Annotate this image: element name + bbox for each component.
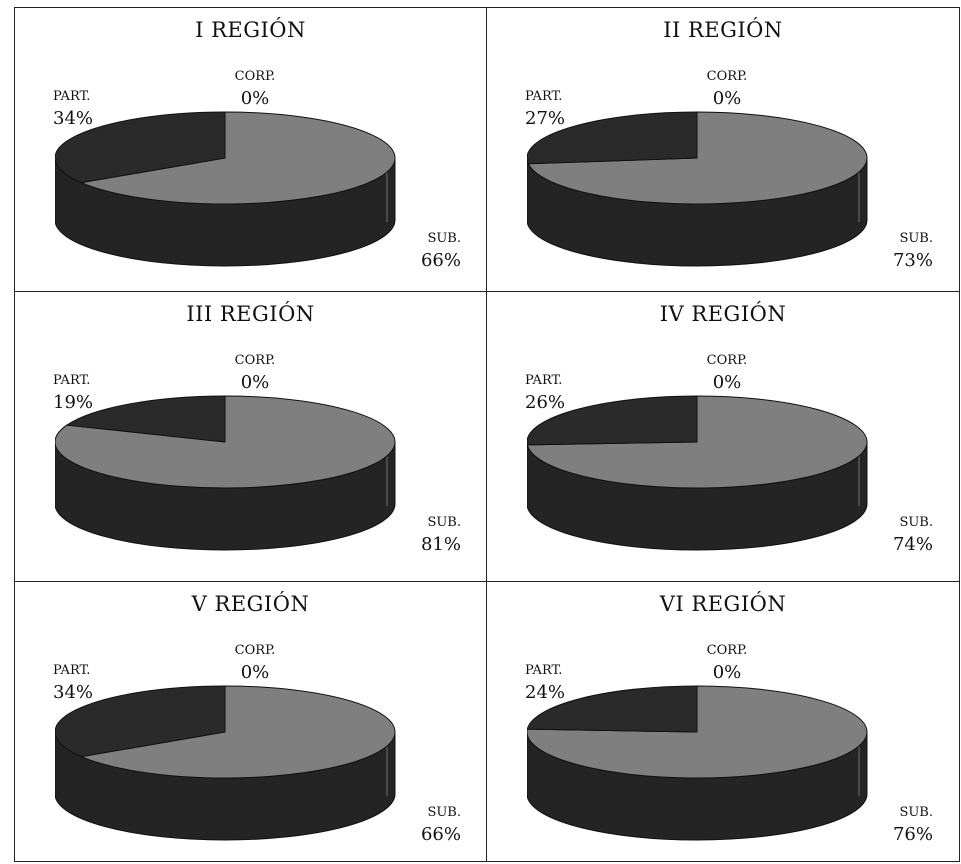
pie-3d: [527, 111, 868, 267]
slice-name: PART.: [525, 89, 563, 104]
slice-value-label: 26%: [525, 392, 566, 413]
slice-name: CORP.: [234, 69, 276, 84]
slice-value-label: 0%: [240, 372, 270, 393]
pie-3d: [527, 395, 868, 551]
pie-slice-part: [65, 395, 226, 443]
slice-name: CORP.: [706, 69, 748, 84]
part-label: PART. 34%: [53, 660, 93, 704]
slice-name: CORP.: [706, 643, 748, 658]
pie-chart-panel: II REGIÓN CORP. 0% SUB. 73% PART. 27%: [487, 8, 960, 292]
pie-slice-part: [527, 395, 698, 446]
slice-value-label: 19%: [53, 392, 94, 413]
pie-slice-part: [527, 685, 698, 733]
part-label: PART. 24%: [525, 660, 565, 704]
sub-label: SUB. 76%: [873, 802, 933, 846]
slice-name: SUB.: [427, 231, 461, 246]
slice-value-label: 0%: [240, 662, 270, 683]
corp-label: CORP. 0%: [225, 640, 285, 684]
chart-title: I REGIÓN: [195, 18, 306, 42]
pie-slice-sub: [55, 395, 396, 489]
slice-value-label: 0%: [712, 372, 742, 393]
sub-label: SUB. 74%: [873, 512, 933, 556]
slice-name: PART.: [525, 663, 563, 678]
slice-name: PART.: [525, 373, 563, 388]
sub-label: SUB. 81%: [401, 512, 461, 556]
corp-label: CORP. 0%: [697, 350, 757, 394]
pie-slice-sub: [527, 685, 868, 779]
slice-value-label: 27%: [525, 108, 566, 129]
corp-label: CORP. 0%: [225, 66, 285, 110]
pie-chart-panel: I REGIÓN CORP. 0% SUB. 66% PART. 34%: [15, 8, 487, 292]
slice-name: CORP.: [706, 353, 748, 368]
pie-3d: [55, 111, 396, 267]
pie-chart-panel: V REGIÓN CORP. 0% SUB. 66% PART. 34%: [15, 582, 487, 862]
slice-name: PART.: [53, 89, 91, 104]
sub-label: SUB. 66%: [401, 802, 461, 846]
slice-value-label: 24%: [525, 682, 566, 703]
slice-value-label: 66%: [420, 250, 461, 271]
part-label: PART. 26%: [525, 370, 565, 414]
sub-label: SUB. 73%: [873, 228, 933, 272]
part-label: PART. 34%: [53, 86, 93, 130]
pie-slice-sub: [527, 111, 868, 205]
corp-label: CORP. 0%: [697, 66, 757, 110]
chart-title: III REGIÓN: [186, 302, 315, 326]
pie-slice-sub: [79, 685, 396, 779]
pie-3d: [527, 685, 868, 841]
sub-label: SUB. 66%: [401, 228, 461, 272]
slice-value-label: 34%: [53, 108, 94, 129]
corp-label: CORP. 0%: [225, 350, 285, 394]
pie-slice-part: [55, 111, 226, 184]
slice-value-label: 34%: [53, 682, 94, 703]
pie-3d: [55, 395, 396, 551]
slice-value-label: 76%: [892, 824, 933, 845]
slice-value-label: 73%: [892, 250, 933, 271]
slice-value-label: 0%: [712, 662, 742, 683]
chart-title: V REGIÓN: [191, 592, 310, 616]
pie-slice-part: [527, 111, 698, 165]
pie-slice-part: [55, 685, 226, 758]
slice-value-label: 0%: [240, 88, 270, 109]
slice-name: SUB.: [899, 805, 933, 820]
chart-title: VI REGIÓN: [659, 592, 787, 616]
pie-3d: [55, 685, 396, 841]
pie-chart-panel: III REGIÓN CORP. 0% SUB. 81% PART. 19%: [15, 292, 487, 582]
slice-name: PART.: [53, 663, 91, 678]
slice-name: PART.: [53, 373, 91, 388]
slice-value-label: 66%: [420, 824, 461, 845]
slice-name: SUB.: [899, 515, 933, 530]
slice-name: CORP.: [234, 643, 276, 658]
part-label: PART. 27%: [525, 86, 565, 130]
chart-title: II REGIÓN: [663, 18, 783, 42]
slice-name: CORP.: [234, 353, 276, 368]
slice-value-label: 0%: [712, 88, 742, 109]
corp-label: CORP. 0%: [697, 640, 757, 684]
slice-name: SUB.: [899, 231, 933, 246]
slice-name: SUB.: [427, 805, 461, 820]
pie-chart-panel: IV REGIÓN CORP. 0% SUB. 74% PART. 26%: [487, 292, 960, 582]
pie-chart-panel: VI REGIÓN CORP. 0% SUB. 76% PART. 24%: [487, 582, 960, 862]
slice-value-label: 74%: [892, 534, 933, 555]
pie-slice-sub: [79, 111, 396, 205]
slice-value-label: 81%: [420, 534, 461, 555]
slice-name: SUB.: [427, 515, 461, 530]
part-label: PART. 19%: [53, 370, 93, 414]
pie-chart-grid: I REGIÓN CORP. 0% SUB. 66% PART. 34% II REGIÓN C…: [14, 7, 960, 862]
chart-title: IV REGIÓN: [659, 302, 787, 326]
